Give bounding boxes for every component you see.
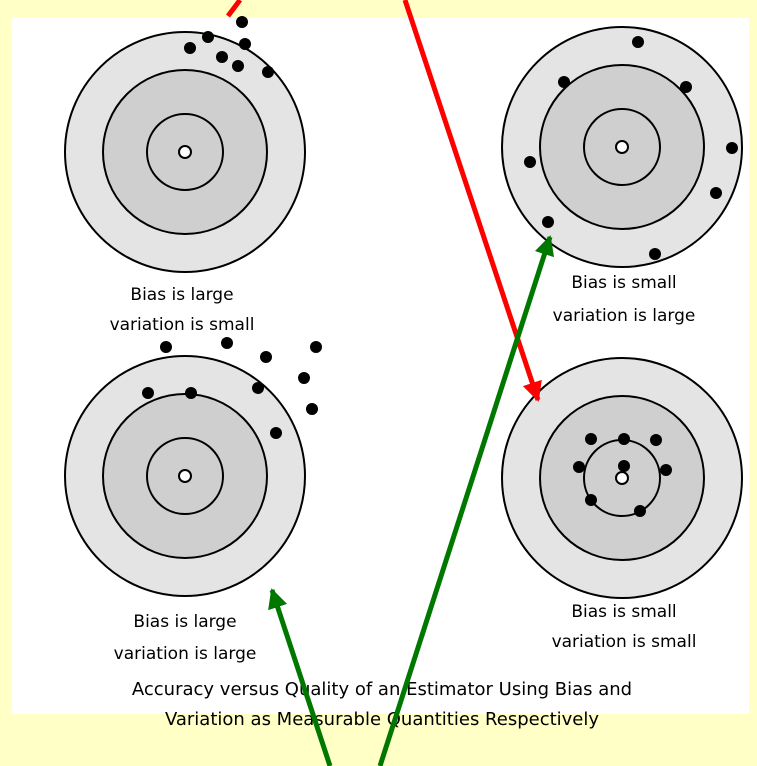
arrow: [226, 0, 242, 18]
shot: [660, 464, 672, 476]
label: Bias is large: [133, 612, 236, 632]
bullseye: [178, 145, 192, 159]
shot: [726, 142, 738, 154]
shot: [618, 460, 630, 472]
arrow: [377, 235, 555, 766]
caption: Accuracy versus Quality of an Estimator …: [132, 679, 632, 700]
shot: [142, 387, 154, 399]
shot: [298, 372, 310, 384]
bullseye: [615, 471, 629, 485]
shot: [232, 60, 244, 72]
shot: [221, 337, 233, 349]
bullseye: [615, 140, 629, 154]
label: variation is small: [110, 315, 255, 335]
shot: [236, 16, 248, 28]
shot: [542, 216, 554, 228]
bullseye: [178, 469, 192, 483]
label: Bias is small: [571, 602, 676, 622]
shot: [649, 248, 661, 260]
shot: [185, 387, 197, 399]
caption: Variation as Measurable Quantities Respe…: [165, 709, 599, 730]
arrow: [268, 588, 333, 766]
arrow: [402, 0, 542, 402]
label: variation is large: [114, 644, 257, 664]
shot: [252, 382, 264, 394]
shot: [524, 156, 536, 168]
shot: [262, 66, 274, 78]
shot: [710, 187, 722, 199]
shot: [618, 433, 630, 445]
shot: [680, 81, 692, 93]
targets: [64, 16, 743, 599]
shot: [202, 31, 214, 43]
shot: [634, 505, 646, 517]
ring: [146, 437, 224, 515]
shot: [585, 433, 597, 445]
shot: [585, 494, 597, 506]
shot: [216, 51, 228, 63]
label: Bias is large: [130, 285, 233, 305]
shot: [239, 38, 251, 50]
shot: [306, 403, 318, 415]
shot: [558, 76, 570, 88]
shot: [650, 434, 662, 446]
shot: [632, 36, 644, 48]
shot: [270, 427, 282, 439]
shot: [160, 341, 172, 353]
label: variation is large: [553, 306, 696, 326]
shot: [573, 461, 585, 473]
label: Bias is small: [571, 273, 676, 293]
shot: [184, 42, 196, 54]
shot: [310, 341, 322, 353]
ring: [583, 108, 661, 186]
ring: [146, 113, 224, 191]
label: variation is small: [552, 632, 697, 652]
shot: [260, 351, 272, 363]
